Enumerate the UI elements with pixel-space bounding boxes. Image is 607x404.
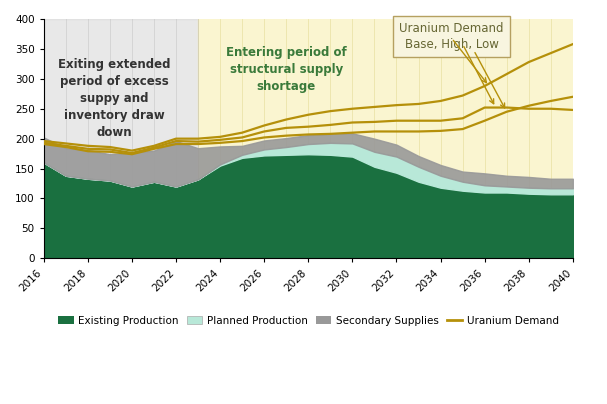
Bar — [44, 19, 198, 258]
Bar — [198, 19, 573, 258]
Text: Uranium Demand
Base, High, Low: Uranium Demand Base, High, Low — [399, 22, 504, 51]
Legend: Existing Production, Planned Production, Secondary Supplies, Uranium Demand: Existing Production, Planned Production,… — [54, 311, 563, 330]
Text: Entering period of
structural supply
shortage: Entering period of structural supply sho… — [226, 46, 347, 93]
Text: Exiting extended
period of excess
suppy and
inventory draw
down: Exiting extended period of excess suppy … — [58, 58, 171, 139]
